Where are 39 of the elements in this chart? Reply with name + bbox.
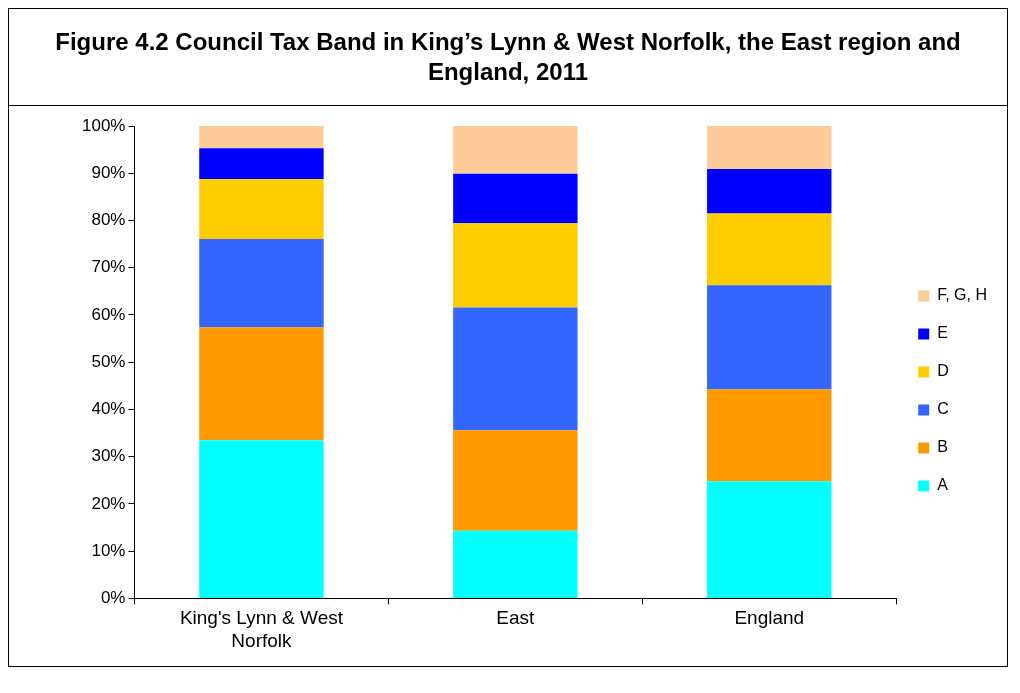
bar	[453, 530, 578, 598]
bar	[707, 213, 832, 286]
bar	[453, 307, 578, 431]
y-tick-label: 30%	[91, 446, 126, 466]
bar	[199, 327, 324, 441]
legend-label: A	[937, 476, 949, 494]
bar	[453, 126, 578, 174]
y-tick-label: 40%	[91, 399, 126, 419]
bar	[199, 238, 324, 328]
y-tick-label: 60%	[91, 304, 126, 324]
legend-label: D	[937, 362, 949, 380]
y-tick-label: 20%	[91, 493, 126, 513]
chart-title: Figure 4.2 Council Tax Band in King’s Lynn & West Norfolk, the East region and England, 2011	[9, 9, 1007, 106]
legend-label: E	[937, 324, 948, 342]
x-tick-label: King's Lynn & West Norfolk	[179, 607, 344, 651]
bar	[199, 178, 324, 239]
bar	[453, 173, 578, 224]
bar	[707, 168, 832, 214]
bar	[707, 126, 832, 169]
y-tick-label: 70%	[91, 257, 126, 277]
x-tick-label: England	[734, 607, 805, 629]
y-tick-label: 90%	[91, 162, 126, 182]
y-tick-label: 100%	[82, 115, 126, 135]
x-tick-label: East	[496, 607, 536, 629]
y-tick-label: 50%	[91, 351, 126, 371]
bar	[453, 223, 578, 308]
bar	[199, 440, 324, 598]
bar	[453, 430, 578, 531]
bar	[199, 148, 324, 179]
y-tick-label: 10%	[91, 540, 126, 560]
bar	[707, 481, 832, 598]
bar	[707, 389, 832, 482]
legend-label: C	[937, 400, 949, 418]
legend-label: F, G, H	[937, 286, 987, 304]
bar	[707, 285, 832, 390]
legend-label: B	[937, 438, 948, 456]
y-tick-label: 80%	[91, 210, 126, 230]
bar	[199, 126, 324, 149]
y-tick-label: 0%	[100, 588, 126, 608]
